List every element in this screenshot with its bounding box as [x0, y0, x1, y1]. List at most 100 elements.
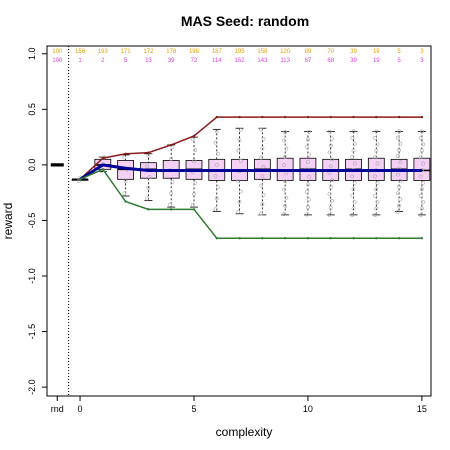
outlier-point — [122, 191, 127, 196]
outlier-point — [327, 212, 332, 217]
outlier-point — [145, 164, 150, 169]
count-label: 143 — [257, 58, 268, 64]
series-point — [78, 178, 82, 181]
outlier-point — [330, 178, 334, 183]
series-point — [306, 115, 310, 119]
series-point — [170, 143, 173, 147]
x-tick-label: 0 — [78, 404, 83, 414]
count-label: 3 — [420, 58, 424, 64]
outlier-point — [395, 191, 400, 196]
outlier-point — [418, 213, 423, 217]
outlier-point — [395, 135, 400, 140]
outlier-point — [260, 174, 265, 179]
count-label: 39 — [350, 58, 357, 64]
outlier-point — [421, 200, 425, 205]
outlier-point — [169, 191, 174, 196]
series-point — [329, 237, 332, 240]
outlier-point — [398, 197, 403, 202]
outlier-point — [76, 179, 81, 183]
mean-series-line — [79, 163, 422, 181]
x-tick-label-rnd: rnd — [51, 404, 64, 414]
outlier-point — [282, 212, 286, 217]
outlier-point — [170, 179, 175, 184]
outlier-point — [421, 142, 425, 147]
outlier-point — [418, 193, 423, 198]
count-label: 172 — [143, 49, 154, 55]
outlier-point — [350, 155, 355, 160]
outlier-point — [397, 129, 401, 134]
x-tick-label: 5 — [191, 404, 196, 414]
outlier-point — [374, 206, 379, 211]
outlier-point — [419, 206, 424, 211]
series-point — [124, 200, 127, 203]
outlier-point — [373, 174, 378, 179]
outlier-point — [259, 183, 264, 188]
outlier-point — [261, 164, 266, 169]
outlier-point — [193, 181, 198, 185]
series-point — [261, 237, 264, 240]
series-point — [170, 208, 173, 211]
count-label: 5 — [124, 58, 128, 64]
outlier-point — [352, 142, 357, 147]
outlier-point — [123, 179, 128, 184]
outlier-point — [192, 159, 196, 164]
outlier-point — [397, 185, 401, 189]
outlier-point — [328, 143, 333, 148]
outlier-point — [350, 174, 355, 179]
series-point — [101, 157, 105, 160]
outlier-point — [190, 203, 195, 207]
outlier-point — [237, 138, 242, 143]
outlier-point — [147, 175, 152, 180]
outlier-point — [190, 137, 195, 142]
outlier-point — [284, 195, 289, 200]
count-label: 72 — [191, 58, 198, 64]
count-label: 19 — [373, 49, 380, 55]
outlier-point — [282, 138, 286, 143]
series-point — [375, 115, 378, 119]
y-tick-label: 1.0 — [27, 48, 37, 61]
outlier-point — [259, 127, 264, 132]
count-label: 156 — [75, 49, 86, 55]
outlier-point — [146, 185, 151, 190]
outlier-point — [374, 148, 379, 153]
outlier-point — [214, 129, 219, 134]
outlier-point — [373, 213, 378, 217]
outlier-point — [236, 179, 241, 184]
series-point — [261, 115, 264, 119]
outlier-point — [304, 190, 309, 194]
outlier-point — [351, 129, 356, 134]
outlier-point — [373, 155, 378, 160]
outlier-point — [306, 160, 310, 164]
outlier-point — [397, 203, 401, 208]
y-axis-label: reward — [1, 203, 15, 240]
outlier-point — [352, 200, 357, 205]
series-point — [101, 168, 105, 171]
outlier-point — [284, 146, 289, 151]
outlier-point — [421, 161, 425, 166]
count-label-rnd: 100 — [52, 58, 63, 64]
count-label: 198 — [189, 49, 200, 55]
min-series-line — [79, 168, 422, 239]
outlier-point — [375, 161, 380, 166]
outlier-point — [374, 187, 379, 192]
outlier-point — [418, 174, 423, 179]
outlier-point — [375, 142, 380, 147]
count-label: 1 — [78, 58, 82, 64]
outlier-point — [397, 147, 401, 152]
count-label: 39 — [168, 58, 175, 64]
count-label: 195 — [235, 49, 246, 55]
outlier-point — [306, 205, 310, 209]
count-label: 2 — [101, 58, 105, 64]
y-tick-label: 0.0 — [27, 159, 37, 172]
outlier-point — [214, 162, 219, 167]
count-label: 13 — [145, 58, 152, 64]
outlier-point — [122, 155, 127, 160]
outlier-point — [168, 202, 172, 207]
count-label: 152 — [235, 58, 246, 64]
count-label: 19 — [373, 58, 380, 64]
series-point — [215, 237, 218, 240]
outlier-point — [213, 140, 218, 145]
x-tick-label: 10 — [303, 404, 313, 414]
outlier-point — [169, 156, 174, 161]
